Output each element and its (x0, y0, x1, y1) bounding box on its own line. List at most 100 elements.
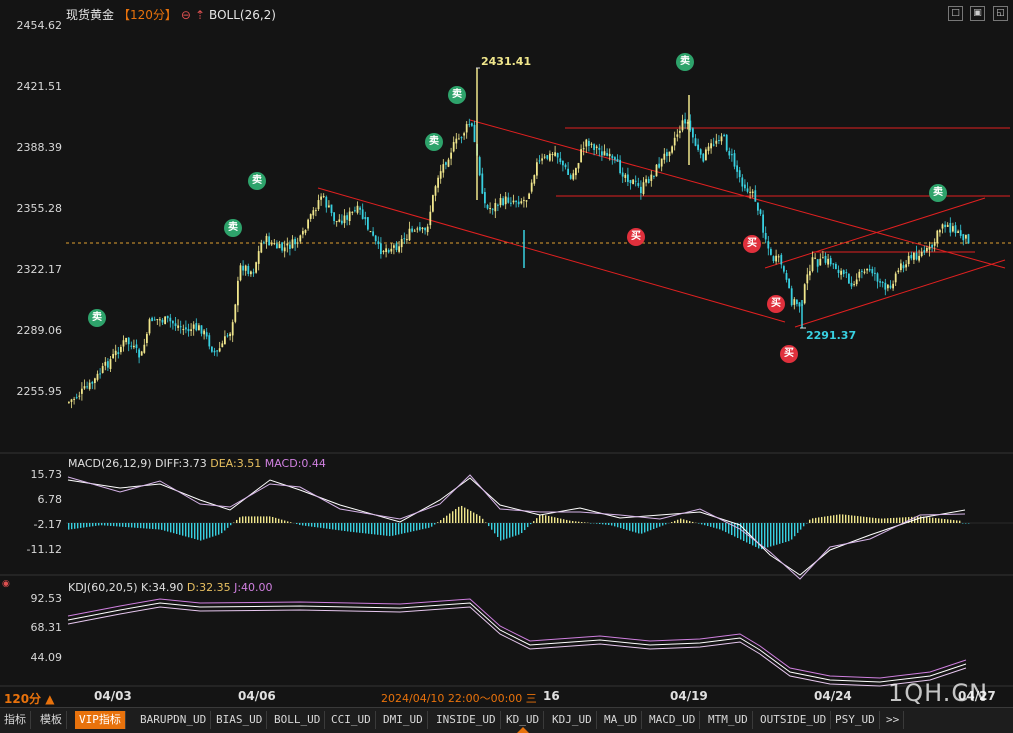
macd-bar (893, 518, 894, 523)
buy-signal[interactable]: 买 (767, 295, 785, 313)
macd-bar (782, 523, 783, 543)
tab-cci[interactable]: CCI_UD (327, 711, 376, 729)
tab-macd[interactable]: MACD_UD (645, 711, 700, 729)
tab-outside[interactable]: OUTSIDE_UD (756, 711, 831, 729)
macd-bar (755, 523, 756, 547)
candle-body (541, 158, 543, 160)
tab-vip-indicators[interactable]: VIP指标 (75, 711, 126, 729)
macd-bar (242, 516, 243, 523)
candle-body (520, 201, 522, 203)
macd-bar (545, 515, 546, 523)
macd-bar (632, 523, 633, 532)
buy-signal[interactable]: 买 (743, 235, 761, 253)
macd-bar (725, 523, 726, 532)
sell-signal[interactable]: 卖 (88, 309, 106, 327)
sell-signal[interactable]: 卖 (676, 53, 694, 71)
candle-body (240, 265, 242, 280)
candle-body (497, 205, 499, 206)
macd-bar (887, 518, 888, 523)
tab-mtm[interactable]: MTM_UD (704, 711, 753, 729)
candle-body (268, 236, 270, 245)
macd-bar (539, 515, 540, 523)
macd-bar (416, 523, 417, 530)
candle-body (611, 156, 613, 159)
candle-body (762, 215, 764, 233)
macd-bar (236, 520, 237, 523)
macd-bar (797, 523, 798, 533)
candle-body (481, 174, 483, 194)
macd-bar (440, 520, 441, 523)
macd-bar (254, 516, 255, 523)
macd-bar (524, 523, 525, 530)
macd-bar (404, 523, 405, 533)
macd-bar (644, 523, 645, 532)
macd-bar (224, 523, 225, 530)
macd-bar (851, 515, 852, 523)
sell-signal[interactable]: 卖 (929, 184, 947, 202)
candle-body (929, 247, 931, 250)
candle-body (302, 231, 304, 234)
candle-body (921, 252, 923, 256)
candle-body (864, 272, 866, 273)
candle-body (939, 230, 941, 232)
buy-signal[interactable]: 买 (627, 228, 645, 246)
candle-body (284, 247, 286, 251)
crosshair-icon[interactable]: ◉ (2, 579, 10, 589)
sell-signal[interactable]: 卖 (224, 219, 242, 237)
tab-kdj[interactable]: KDJ_UD (548, 711, 597, 729)
candle-body (266, 236, 268, 242)
tab-templates[interactable]: 模板 (36, 711, 67, 729)
macd-bar (551, 517, 552, 523)
low-price-label: 2291.37 (806, 329, 856, 342)
candle-body (214, 351, 216, 353)
candle-body (619, 160, 621, 173)
macd-diff-line (68, 478, 965, 575)
candle-body (229, 334, 231, 336)
candle-body (866, 269, 868, 270)
macd-bar (869, 517, 870, 523)
watermark: 1QH.CN (888, 679, 988, 707)
candle-body (208, 335, 210, 346)
candle-body (624, 175, 626, 178)
macd-bar (734, 523, 735, 537)
period-selector[interactable]: 120分 ▲ (4, 690, 54, 707)
tab-bias[interactable]: BIAS_UD (212, 711, 267, 729)
tab-indicators[interactable]: 指标 (0, 711, 31, 729)
sell-signal[interactable]: 卖 (425, 133, 443, 151)
candle-body (692, 128, 694, 137)
macd-bar (863, 517, 864, 523)
macd-bar (683, 519, 684, 523)
kdj-d-line (68, 607, 966, 686)
macd-bar (944, 519, 945, 523)
candle-body (279, 244, 281, 248)
candle-body (245, 266, 247, 271)
candle-body (117, 352, 119, 354)
candle-body (388, 250, 390, 252)
tab-psy[interactable]: PSY_UD (831, 711, 880, 729)
tab-more[interactable]: >> (882, 711, 904, 729)
candle-body (572, 173, 574, 179)
chart-canvas[interactable] (0, 0, 1013, 705)
macd-bar (881, 519, 882, 523)
candle-body (786, 273, 788, 280)
tab-barupdn[interactable]: BARUPDN_UD (136, 711, 211, 729)
macd-bar (164, 523, 165, 531)
macd-bar (248, 516, 249, 523)
candle-body (895, 274, 897, 283)
candle-body (596, 147, 598, 148)
tab-dmi[interactable]: DMI_UD (379, 711, 428, 729)
buy-signal[interactable]: 买 (780, 345, 798, 363)
sell-signal[interactable]: 卖 (248, 172, 266, 190)
tab-inside[interactable]: INSIDE_UD (432, 711, 501, 729)
candle-body (736, 165, 738, 171)
macd-bar (260, 516, 261, 523)
candle-body (299, 235, 301, 241)
candle-body (632, 180, 634, 184)
candle-body (463, 133, 465, 135)
tab-boll[interactable]: BOLL_UD (270, 711, 325, 729)
sell-signal[interactable]: 卖 (448, 86, 466, 104)
tab-ma[interactable]: MA_UD (600, 711, 642, 729)
candle-body (645, 179, 647, 182)
candle-body (177, 325, 179, 328)
macd-bar (929, 517, 930, 523)
